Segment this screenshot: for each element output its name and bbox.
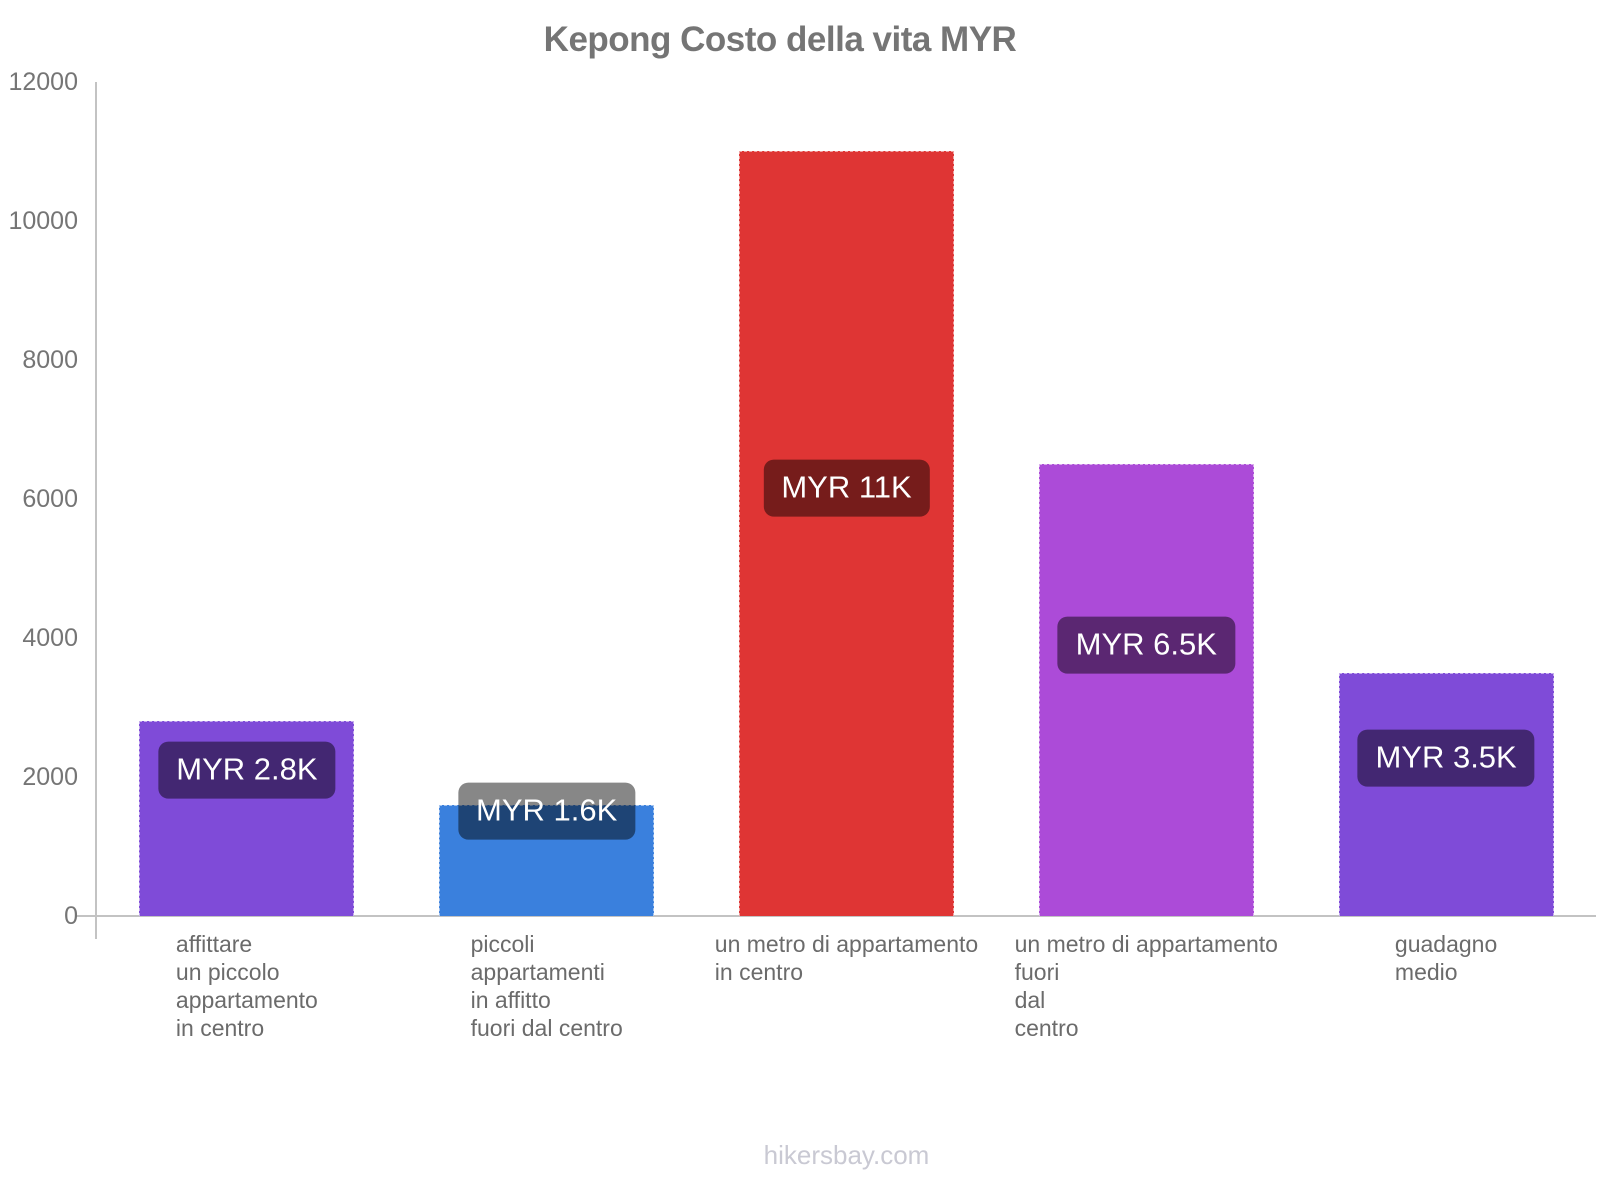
category-label-line: fuori	[1014, 959, 1060, 985]
category-label-line: piccoli	[470, 931, 535, 957]
bar-2	[439, 805, 654, 916]
bar-3	[739, 151, 954, 916]
x-axis-category-label: un metro di appartamento in centro	[715, 930, 978, 986]
x-axis-category-label: piccoli appartamenti in affitto fuori dal c…	[471, 930, 623, 1042]
y-axis-tick-label: 2000	[22, 763, 78, 791]
category-label-line: centro	[1014, 1015, 1079, 1041]
bar-5	[1339, 673, 1554, 916]
category-label-line: appartamenti	[470, 959, 605, 985]
x-axis-category-label: un metro di appartamento fuori dal centro	[1015, 930, 1278, 1042]
bar-value-label: MYR 6.5K	[1057, 616, 1235, 674]
category-label-line: fuori dal centro	[470, 1015, 623, 1041]
category-label-line: appartamento	[175, 987, 318, 1013]
y-axis-line	[95, 82, 97, 939]
bar-value-label: MYR 11K	[763, 459, 930, 517]
y-axis-tick-label: 4000	[22, 624, 78, 652]
category-label-line: in centro	[714, 959, 804, 985]
category-label-line: guadagno	[1394, 931, 1498, 957]
category-label-line: in affitto	[470, 987, 551, 1013]
bar-value-label: MYR 2.8K	[158, 741, 336, 799]
bar-value-label: MYR 1.6K	[458, 782, 636, 840]
bar-4	[1039, 464, 1254, 916]
x-axis-category-label: affittare un piccolo appartamento in centro	[176, 930, 318, 1042]
category-label-line: medio	[1394, 959, 1458, 985]
category-label-line: in centro	[175, 1015, 265, 1041]
category-label-line: dal	[1014, 987, 1046, 1013]
category-label-line: un metro di appartamento	[714, 931, 979, 957]
y-axis-tick-label: 0	[64, 902, 78, 930]
category-label-line: un metro di appartamento	[1014, 931, 1278, 957]
category-label-line: un piccolo	[175, 959, 280, 985]
footer-watermark: hikersbay.com	[763, 1140, 930, 1170]
y-axis-tick-label: 10000	[8, 207, 78, 235]
x-axis-line	[77, 915, 1596, 917]
y-axis-tick-label: 6000	[22, 485, 78, 513]
chart-title: Kepong Costo della vita MYR	[543, 20, 1017, 59]
bar-1	[139, 721, 354, 916]
y-axis-tick-label: 8000	[22, 346, 78, 374]
bar-value-label: MYR 3.5K	[1357, 729, 1535, 787]
x-axis-category-label: guadagno medio	[1395, 930, 1497, 986]
y-axis-tick-label: 12000	[8, 68, 78, 96]
category-label-line: affittare	[175, 931, 253, 957]
